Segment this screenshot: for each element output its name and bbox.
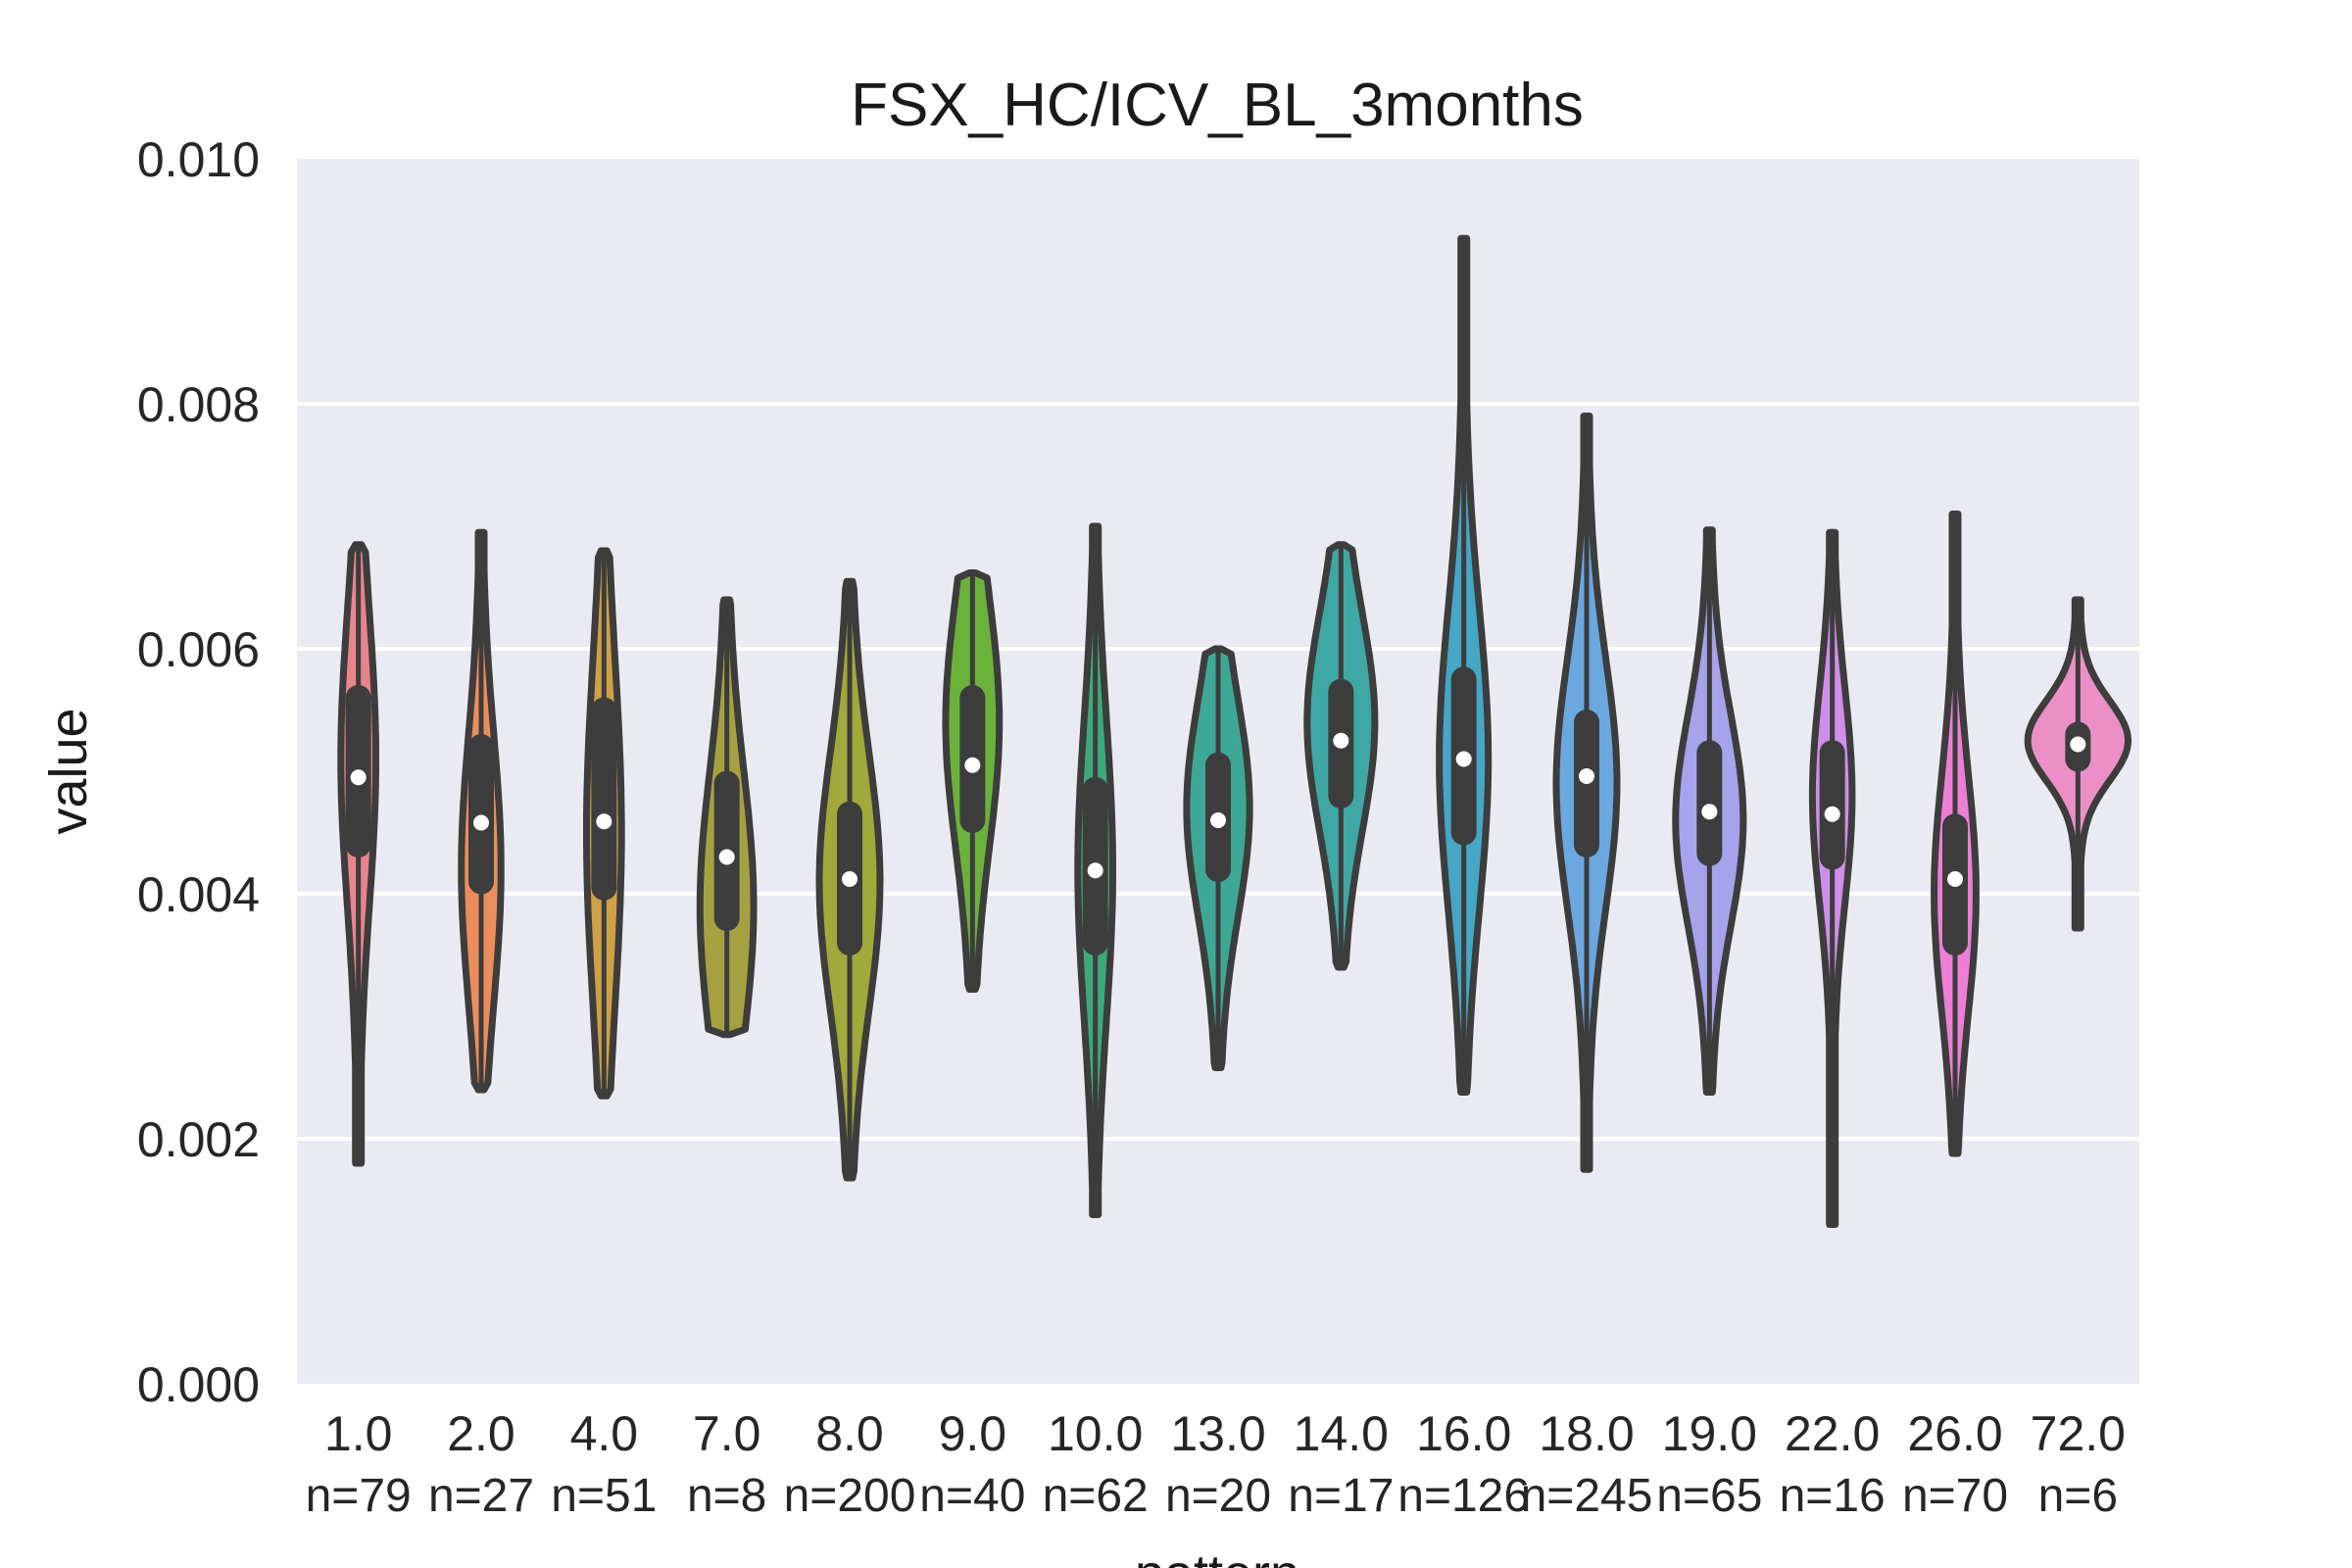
violin-median-dot: [473, 814, 489, 831]
y-tick-label: 0.010: [137, 132, 260, 187]
violin-1.0: [337, 541, 379, 1167]
violin-8.0: [815, 577, 884, 1182]
violin-median-dot: [1333, 732, 1349, 749]
y-tick-label: 0.002: [137, 1112, 260, 1167]
x-tick-count-label: n=8: [687, 1470, 766, 1522]
violin-19.0: [1672, 526, 1747, 1096]
violin-7.0: [696, 596, 758, 1039]
x-tick-label: 7.0: [693, 1406, 761, 1461]
violin-median-dot: [1579, 768, 1594, 784]
chart-title: FSX_HC/ICV_BL_3months: [851, 72, 1584, 139]
x-tick-label: 8.0: [815, 1406, 884, 1461]
violin-median-dot: [2070, 736, 2086, 753]
violin-18.0: [1552, 413, 1621, 1173]
violin-2.0: [458, 528, 505, 1094]
violin-4.0: [583, 547, 625, 1100]
violin-72.0: [2024, 596, 2132, 932]
x-tick-label: 14.0: [1294, 1406, 1389, 1461]
violin-median-dot: [1947, 871, 1963, 887]
x-tick-label: 13.0: [1170, 1406, 1265, 1461]
x-tick-label: 22.0: [1785, 1406, 1880, 1461]
x-tick-labels: 1.0 n=79 2.0 n=27 4.0 n=51 7.0 n=8 8.0 n=200 9.0 n=…: [306, 1406, 2126, 1522]
violin-median-dot: [718, 849, 735, 865]
violin-26.0: [1931, 511, 1980, 1157]
violin-median-dot: [1701, 804, 1718, 820]
violin-median-dot: [842, 871, 858, 887]
y-axis-label: value: [39, 708, 98, 834]
violin-median-dot: [350, 769, 367, 786]
x-tick-label: 72.0: [2031, 1406, 2126, 1461]
violin-median-dot: [1087, 862, 1103, 879]
x-tick-label: 19.0: [1662, 1406, 1757, 1461]
violin-22.0: [1808, 528, 1856, 1228]
x-tick-label: 9.0: [939, 1406, 1007, 1461]
x-tick-label: 16.0: [1416, 1406, 1511, 1461]
x-tick-count-label: n=245: [1521, 1470, 1653, 1522]
x-tick-count-label: n=17: [1288, 1470, 1394, 1522]
x-tick-count-label: n=27: [428, 1470, 534, 1522]
x-tick-count-label: n=16: [1780, 1470, 1886, 1522]
x-tick-count-label: n=40: [919, 1470, 1025, 1522]
x-tick-count-label: n=20: [1165, 1470, 1271, 1522]
x-tick-label: 18.0: [1539, 1406, 1634, 1461]
violin-9.0: [942, 569, 1004, 993]
y-tick-label: 0.004: [137, 867, 260, 922]
x-tick-count-label: n=62: [1043, 1470, 1149, 1522]
violin-14.0: [1303, 541, 1379, 971]
x-tick-label: 26.0: [1907, 1406, 2002, 1461]
violins: [337, 234, 2132, 1228]
violin-16.0: [1436, 234, 1493, 1096]
x-tick-count-label: n=6: [2038, 1470, 2118, 1522]
x-tick-count-label: n=51: [551, 1470, 657, 1522]
y-tick-label: 0.000: [137, 1357, 260, 1412]
y-tick-label: 0.008: [137, 377, 260, 432]
x-tick-count-label: n=65: [1656, 1470, 1762, 1522]
violin-13.0: [1183, 645, 1253, 1071]
x-tick-label: 10.0: [1048, 1406, 1143, 1461]
x-tick-count-label: n=79: [306, 1470, 412, 1522]
x-tick-label: 4.0: [570, 1406, 639, 1461]
violin-10.0: [1074, 522, 1116, 1218]
x-tick-label: 2.0: [447, 1406, 515, 1461]
violin-median-dot: [1455, 751, 1472, 767]
violin-median-dot: [964, 757, 981, 773]
x-tick-count-label: n=126: [1397, 1470, 1530, 1522]
y-tick-label: 0.006: [137, 622, 260, 677]
x-axis-label: pattern: [1135, 1544, 1299, 1568]
violin-median-dot: [1824, 806, 1840, 822]
y-tick-labels: 0.000 0.002 0.004 0.006 0.008 0.010: [137, 132, 260, 1412]
x-tick-label: 1.0: [324, 1406, 393, 1461]
violin-median-dot: [1210, 812, 1226, 828]
x-tick-count-label: n=200: [784, 1470, 916, 1522]
x-tick-count-label: n=70: [1902, 1470, 2008, 1522]
violin-median-dot: [596, 813, 612, 830]
